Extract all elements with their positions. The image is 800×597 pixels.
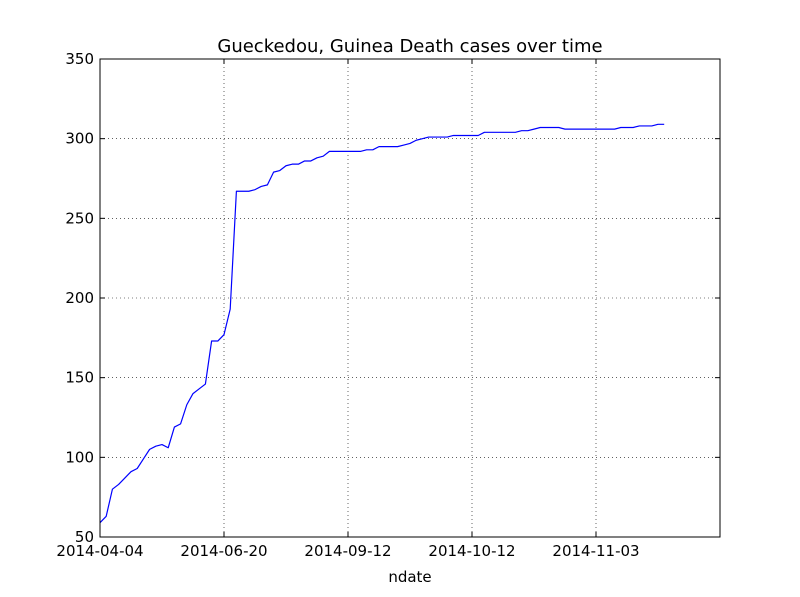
x-tick-label: 2014-06-20 xyxy=(180,542,267,560)
x-tick-label: 2014-09-12 xyxy=(304,542,391,560)
x-tick-labels: 2014-04-04 2014-06-20 2014-09-12 2014-10-12… xyxy=(56,542,639,560)
y-tick-label: 250 xyxy=(65,209,94,227)
y-tick-labels: 50 100 150 200 250 300 350 xyxy=(65,50,94,546)
x-tick-label: 2014-10-12 xyxy=(428,542,515,560)
y-tick-label: 50 xyxy=(75,528,94,546)
grid-lines xyxy=(100,59,720,537)
data-series xyxy=(99,123,665,524)
x-tick-label: 2014-04-04 xyxy=(56,542,143,560)
y-tick-label: 200 xyxy=(65,289,94,307)
series-line xyxy=(99,123,665,524)
x-tick-label: 2014-11-03 xyxy=(552,542,639,560)
y-tick-label: 350 xyxy=(65,50,94,68)
chart-title: Gueckedou, Guinea Death cases over time xyxy=(217,36,602,57)
x-axis-label: ndate xyxy=(388,568,431,586)
plot-frame xyxy=(99,58,721,538)
y-tick-label: 100 xyxy=(65,448,94,466)
y-tick-label: 150 xyxy=(65,369,94,387)
y-tick-label: 300 xyxy=(65,130,94,148)
